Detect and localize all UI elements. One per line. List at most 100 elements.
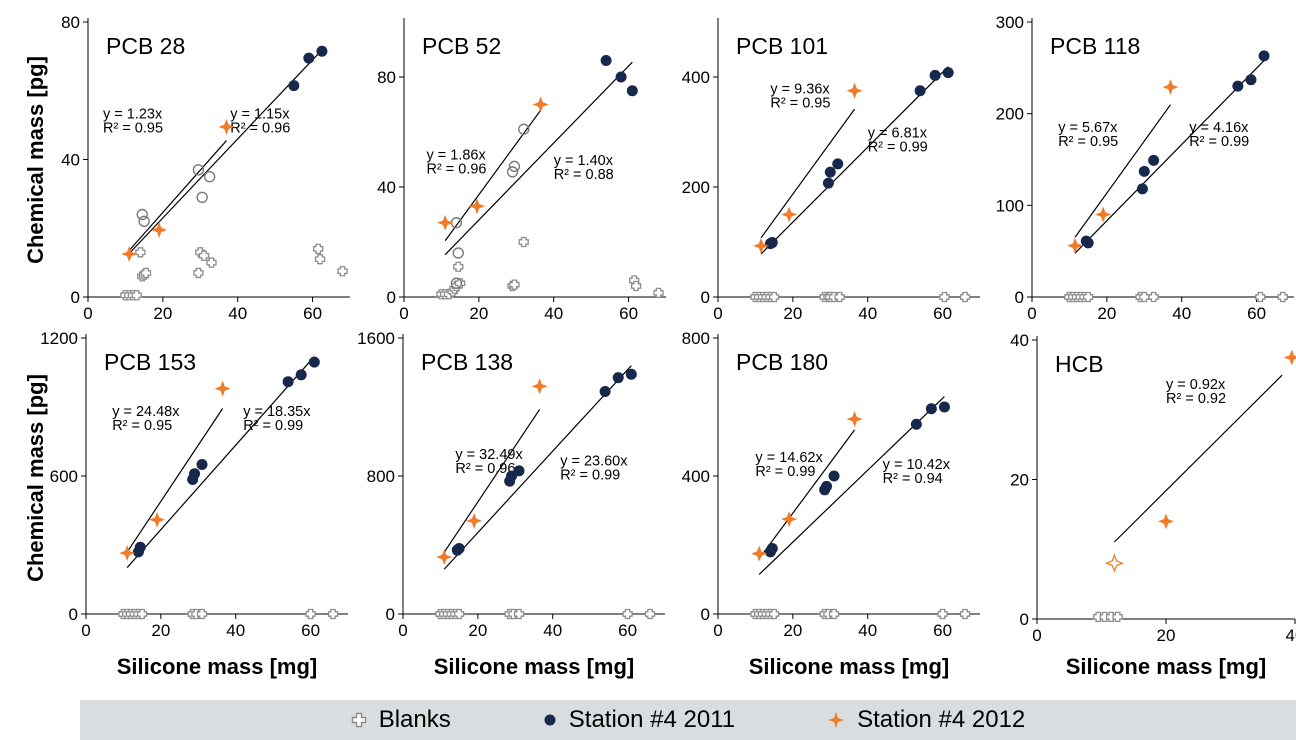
station-2011-marker <box>308 356 320 368</box>
blank-marker <box>653 287 664 299</box>
x-tick-label: 0 <box>713 621 722 640</box>
blank-marker <box>198 250 210 261</box>
y-tick-label: 80 <box>377 68 396 87</box>
plus-marker-icon <box>351 712 366 728</box>
x-tick-label: 40 <box>858 304 877 323</box>
y-tick-label: 800 <box>367 467 395 486</box>
station-2011-marker <box>513 465 525 477</box>
blank-marker <box>959 608 971 620</box>
hollow-circle-marker <box>192 164 205 176</box>
fit-equation-label: y = 5.67x <box>1058 120 1118 136</box>
fit-line <box>443 365 632 570</box>
fit-r2-label: R² = 0.88 <box>554 167 614 183</box>
station-2011-marker <box>914 85 926 97</box>
blank-marker <box>1139 291 1150 303</box>
station-2011-marker <box>612 372 624 384</box>
fit-r2-label: R² = 0.96 <box>455 461 515 477</box>
station-2012-marker <box>149 511 166 528</box>
station-2011-marker <box>599 385 611 397</box>
legend: Blanks Station #4 2011 Station #4 2012 <box>80 700 1296 740</box>
fit-equation-label: y = 4.16x <box>1189 120 1249 136</box>
chart-title: PCB 153 <box>104 349 196 375</box>
fit-r2-label: R² = 0.94 <box>883 471 943 487</box>
fit-equation-label: y = 1.86x <box>426 148 486 164</box>
station-2011-marker <box>1082 237 1094 249</box>
y-tick-label: 300 <box>996 13 1024 32</box>
station-2011-marker <box>626 85 638 97</box>
fit-r2-label: R² = 0.99 <box>1189 134 1249 150</box>
station-2011-marker <box>929 69 941 81</box>
fit-equation-label: y = 14.62x <box>755 450 823 466</box>
fit-line <box>128 140 227 251</box>
station-2012-marker <box>1162 79 1179 96</box>
station-2011-marker <box>1136 183 1148 195</box>
y-tick-label: 0 <box>701 288 710 307</box>
blank-marker <box>453 261 464 272</box>
station-2011-marker <box>766 237 778 249</box>
fit-equation-label: y = 10.42x <box>883 457 951 473</box>
station-2012-marker <box>753 237 770 254</box>
x-tick-label: 60 <box>303 304 322 323</box>
fit-equation-label: y = 23.60x <box>560 454 628 470</box>
x-tick-label: 20 <box>1097 304 1116 323</box>
y-tick-label: 1200 <box>40 329 78 348</box>
legend-item-2011: Station #4 2011 <box>543 706 735 734</box>
fit-line <box>1074 60 1265 254</box>
station-2012-marker <box>218 118 235 135</box>
y-tick-label: 0 <box>387 288 396 307</box>
station-2011-marker <box>822 177 834 189</box>
x-tick-label: 60 <box>933 621 952 640</box>
blank-marker <box>1148 291 1159 303</box>
fit-r2-label: R² = 0.96 <box>426 162 486 178</box>
fit-line <box>444 109 542 242</box>
blank-marker <box>518 236 529 248</box>
blank-marker <box>313 243 324 255</box>
fit-r2-label: R² = 0.95 <box>1058 134 1118 150</box>
station-2011-marker <box>828 470 840 482</box>
station-2011-marker <box>942 67 954 79</box>
blank-marker <box>196 608 208 620</box>
chart-title: PCB 180 <box>736 349 828 375</box>
x-tick-label: 60 <box>619 304 638 323</box>
station-2012-marker <box>846 411 863 428</box>
station-2011-marker <box>303 52 315 64</box>
x-tick-label: 40 <box>544 304 563 323</box>
x-tick-label: 0 <box>81 621 90 640</box>
x-tick-label: 40 <box>228 304 247 323</box>
fit-line <box>1113 374 1283 543</box>
fit-r2-label: R² = 0.95 <box>112 418 172 434</box>
hollow-circle-marker <box>506 166 519 178</box>
y-tick-label: 0 <box>71 288 80 307</box>
blank-marker <box>327 608 339 620</box>
x-tick-label: 0 <box>398 621 407 640</box>
fit-line <box>760 66 949 255</box>
station-2012-marker <box>1095 206 1112 223</box>
fit-equation-label: y = 6.81x <box>868 126 928 142</box>
legend-item-blanks: Blanks <box>351 706 451 734</box>
hollow-circle-marker <box>518 123 530 135</box>
x-tick-label: 20 <box>783 304 802 323</box>
blank-marker <box>834 291 845 303</box>
x-tick-label: 20 <box>469 304 488 323</box>
chart-title: PCB 52 <box>422 33 501 59</box>
station-2011-marker <box>925 403 937 415</box>
station-2011-marker <box>625 368 637 380</box>
fit-r2-label: R² = 0.96 <box>230 120 290 136</box>
fit-r2-label: R² = 0.92 <box>1166 391 1226 407</box>
station-2011-marker <box>938 401 950 413</box>
station-2012-marker <box>846 82 863 99</box>
fit-line <box>1074 104 1171 238</box>
fit-line <box>443 409 541 553</box>
station-2011-marker <box>1232 80 1244 92</box>
station-2011-marker <box>1138 165 1150 177</box>
station-2012-marker <box>531 378 548 395</box>
fit-equation-label: y = 9.36x <box>770 82 830 98</box>
station-2012-marker <box>214 380 231 397</box>
fit-line <box>760 108 856 239</box>
hollow-circle-marker <box>138 215 150 228</box>
fit-equation-label: y = 18.35x <box>243 404 311 420</box>
station-2012-marker <box>1067 237 1084 254</box>
station-2011-marker <box>1148 154 1160 166</box>
